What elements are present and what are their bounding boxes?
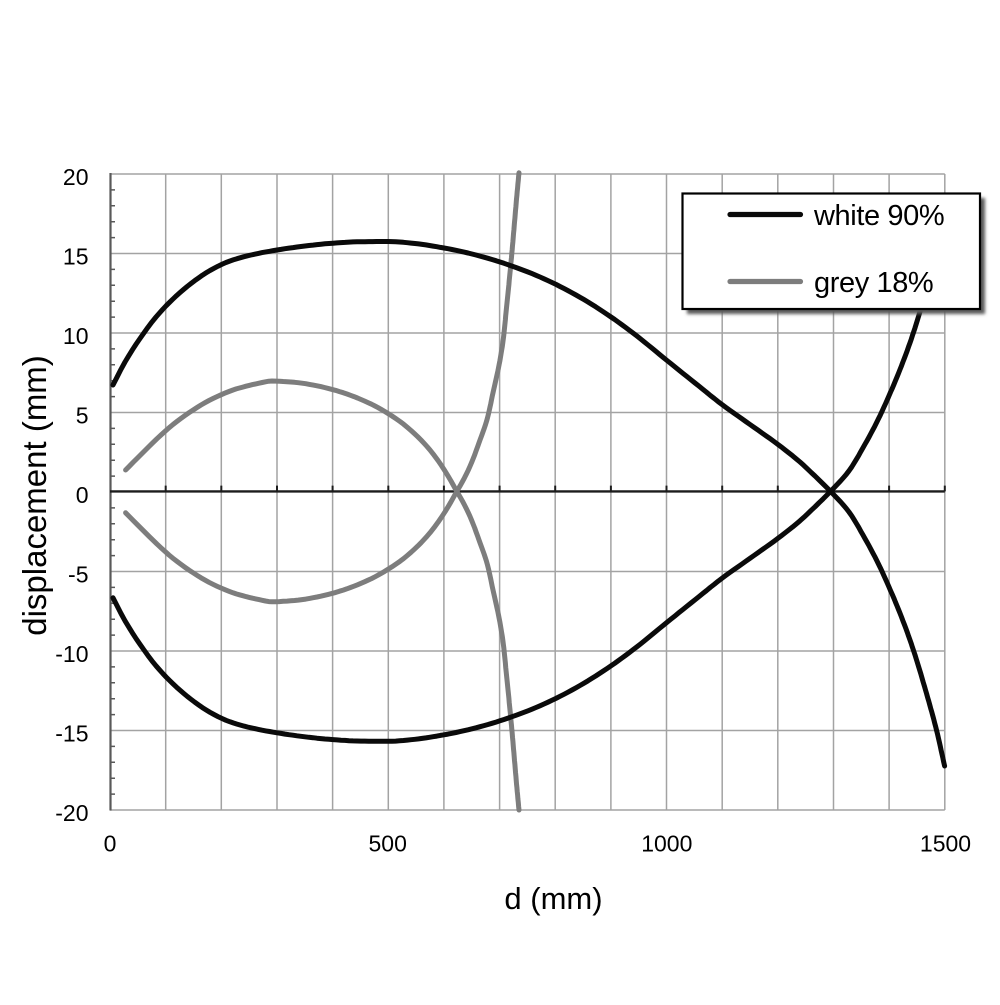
svg-text:-15: -15 [55,721,88,747]
svg-text:15: 15 [63,244,89,270]
svg-text:0: 0 [76,482,89,508]
svg-text:grey 18%: grey 18% [814,267,933,299]
svg-text:5: 5 [76,403,89,429]
svg-text:-20: -20 [55,800,88,826]
svg-text:1500: 1500 [920,831,971,857]
svg-text:-10: -10 [55,641,88,667]
svg-text:displacement (mm): displacement (mm) [16,355,53,636]
svg-text:500: 500 [369,831,407,857]
svg-text:d (mm): d (mm) [504,881,602,916]
svg-text:-5: -5 [68,562,88,588]
svg-text:1000: 1000 [641,831,692,857]
svg-text:10: 10 [63,323,89,349]
svg-text:0: 0 [104,831,117,857]
svg-text:20: 20 [63,164,89,190]
svg-text:white 90%: white 90% [813,200,944,232]
